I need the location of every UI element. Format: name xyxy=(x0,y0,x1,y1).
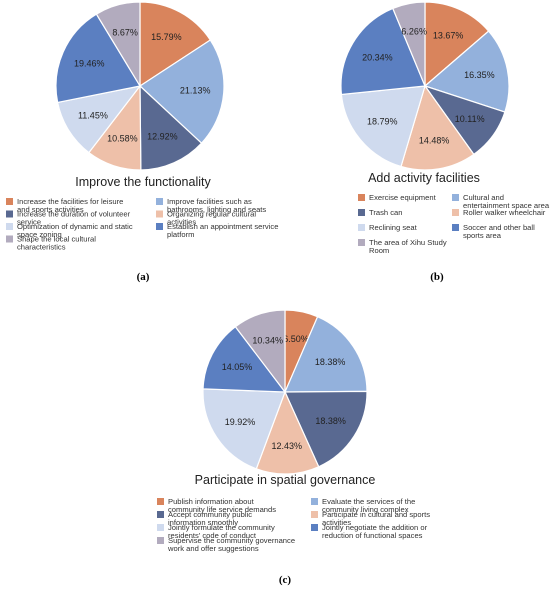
slice-percent-label: 10.11% xyxy=(455,114,485,124)
slice-percent-label: 21.13% xyxy=(180,86,211,96)
legend-label: Jointly negotiate the addition or reducti… xyxy=(322,523,428,540)
pie-slice xyxy=(202,388,286,470)
slice-percent-label: 10.58% xyxy=(107,134,138,144)
pie-slice xyxy=(202,325,287,393)
pie-chart-1: 15.79% 21.13% 12.92% 10.58% 11.45% 19.46% 8.67… xyxy=(6,1,278,283)
pie-slice xyxy=(284,390,368,468)
legend-swatch xyxy=(6,235,13,243)
slice-percent-label: 6.50% xyxy=(283,334,309,344)
chart-title: Improve the functionality xyxy=(75,175,211,189)
legend-swatch xyxy=(6,198,13,205)
slice-percent-label: 19.46% xyxy=(74,59,105,69)
pie-slice xyxy=(55,13,141,104)
slice-percent-label: 14.05% xyxy=(222,362,253,372)
slice-percent-label: 12.43% xyxy=(272,441,303,451)
chart-title: Add activity facilities xyxy=(368,171,480,185)
pie-slice xyxy=(139,1,212,88)
legend-swatch xyxy=(311,511,318,518)
pie-slice xyxy=(340,85,426,168)
legend-label: Optimization of dynamic and static space … xyxy=(17,222,133,239)
pie-slice xyxy=(139,39,225,145)
legend-label: Organizing regular cultural activities xyxy=(167,210,256,227)
legend-swatch xyxy=(452,224,459,231)
legend-swatch xyxy=(157,524,164,531)
pie-slice xyxy=(392,1,426,87)
pie-slice xyxy=(340,7,426,96)
chart-legend: Publish information about community life … xyxy=(157,497,430,553)
legend-label: Exercise equipment xyxy=(369,193,437,202)
legend-swatch xyxy=(6,210,13,218)
slice-percent-label: 19.92% xyxy=(225,417,256,427)
legend-label: Publish information about community life … xyxy=(168,497,276,514)
legend-label: Accept community public information smoot… xyxy=(168,510,252,527)
legend-swatch xyxy=(6,223,13,230)
slice-percent-label: 11.45% xyxy=(78,110,108,120)
pie-slice xyxy=(423,30,510,113)
legend-label: Participate in cultural and sports activi… xyxy=(322,510,430,527)
pie-slice xyxy=(255,390,320,475)
slice-percent-label: 6.26% xyxy=(401,27,427,37)
legend-label: Establish an appointment service platform xyxy=(167,222,278,239)
slice-percent-label: 8.67% xyxy=(112,28,138,38)
slice-percent-label: 15.79% xyxy=(151,32,182,42)
pie-chart-2: 13.67% 16.35% 10.11% 14.48% 18.79% 20.34% 6.26… xyxy=(340,1,550,283)
slice-percent-label: 18.38% xyxy=(315,357,346,367)
legend-label: Increase the duration of volunteer servic… xyxy=(17,210,131,227)
legend-swatch xyxy=(157,537,164,544)
pie-slice xyxy=(139,84,203,171)
legend-label: Improve facilities such as bathrooms, lig… xyxy=(167,197,266,214)
legend-swatch xyxy=(452,209,459,216)
legend-label: Roller walker wheelchair xyxy=(463,208,546,217)
legend-label: Supervise the community governance work a… xyxy=(167,536,295,553)
legend-swatch xyxy=(311,524,318,531)
slice-percent-label: 16.35% xyxy=(464,70,495,80)
chart-legend: Increase the facilities for leisure and s… xyxy=(6,197,278,252)
chart-legend: Exercise equipment Cultural and entertainm… xyxy=(358,193,550,255)
pie-slice xyxy=(95,1,141,89)
legend-swatch xyxy=(452,194,459,201)
legend-swatch xyxy=(157,511,164,518)
slice-percent-label: 18.38% xyxy=(315,416,346,426)
panel-label: (c) xyxy=(279,574,292,586)
panel-label: (b) xyxy=(430,271,444,283)
legend-label: Trash can xyxy=(369,208,402,217)
legend-label: Cultural and entertainment space area xyxy=(463,193,550,210)
legend-label: Jointly formulate the community residents… xyxy=(168,523,275,540)
legend-label: Increase the facilities for leisure and s… xyxy=(17,197,123,214)
panel-label: (a) xyxy=(137,271,150,283)
legend-label: Evaluate the services of the community li… xyxy=(322,497,415,514)
legend-label: Reclining seat xyxy=(369,223,418,232)
slice-percent-label: 20.34% xyxy=(362,53,393,63)
pie-chart-3: 6.50% 18.38% 18.38% 12.43% 19.92% 14.05% 10.34… xyxy=(157,309,430,586)
slice-percent-label: 13.67% xyxy=(433,31,464,41)
legend-swatch xyxy=(311,498,318,505)
legend-swatch xyxy=(157,498,164,505)
legend-swatch xyxy=(358,194,365,201)
pie-slice xyxy=(424,1,490,88)
slice-percent-label: 18.79% xyxy=(367,116,398,126)
legend-label: The area of Xihu Study Room xyxy=(369,238,447,255)
legend-swatch xyxy=(156,198,163,205)
legend-swatch xyxy=(156,210,163,218)
slice-percent-label: 14.48% xyxy=(419,136,450,146)
legend-swatch xyxy=(358,209,365,216)
pie-slice xyxy=(234,309,286,394)
legend-label: Soccer and other ball sports area xyxy=(463,223,535,240)
slice-percent-label: 12.92% xyxy=(147,132,178,142)
chart-title: Participate in spatial governance xyxy=(195,473,376,487)
legend-swatch xyxy=(358,239,365,246)
pie-slice xyxy=(284,315,368,393)
legend-label: Shape the local cultural characteristics xyxy=(17,235,96,252)
slice-percent-label: 10.34% xyxy=(252,336,283,346)
legend-swatch xyxy=(358,224,365,231)
legend-swatch xyxy=(156,223,163,230)
